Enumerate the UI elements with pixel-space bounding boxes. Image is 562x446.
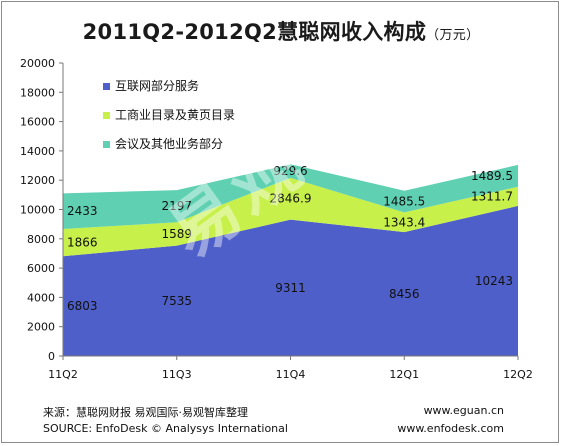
data-label: 1343.4 bbox=[383, 215, 425, 229]
y-tick-label: 16000 bbox=[20, 116, 55, 129]
chart-title: 2011Q2-2012Q2慧聪网收入构成（万元） bbox=[0, 16, 562, 46]
legend-swatch-1 bbox=[103, 83, 110, 90]
y-tick-label: 4000 bbox=[27, 291, 55, 304]
data-label: 929.6 bbox=[273, 164, 307, 178]
data-label: 1489.5 bbox=[471, 169, 513, 183]
legend-label-2: 工商业目录及黄页目录 bbox=[115, 107, 235, 122]
data-label: 1589 bbox=[161, 227, 192, 241]
source-en: SOURCE: EnfoDesk © Analysys Internationa… bbox=[43, 422, 288, 435]
legend-swatch-2 bbox=[103, 112, 110, 119]
data-label: 1485.5 bbox=[383, 195, 425, 209]
source-cn: 来源：慧聪网财报 易观国际·易观智库整理 bbox=[43, 406, 248, 419]
y-tick-label: 14000 bbox=[20, 145, 55, 158]
data-label: 1311.7 bbox=[471, 189, 513, 203]
area-series-3 bbox=[63, 164, 518, 229]
y-tick-label: 20000 bbox=[20, 57, 55, 70]
y-tick-label: 18000 bbox=[20, 86, 55, 99]
x-tick-label: 11Q3 bbox=[162, 368, 192, 381]
data-label: 7535 bbox=[161, 294, 192, 308]
x-tick-label: 12Q2 bbox=[503, 368, 533, 381]
x-tick-label: 12Q1 bbox=[389, 368, 419, 381]
x-tick-label: 11Q2 bbox=[48, 368, 78, 381]
data-label: 2433 bbox=[67, 204, 98, 218]
data-label: 2197 bbox=[161, 199, 192, 213]
y-tick-label: 0 bbox=[48, 350, 55, 363]
legend-label-1: 互联网部分服务 bbox=[115, 78, 199, 93]
area-series-1 bbox=[63, 205, 518, 356]
chart-unit: （万元） bbox=[426, 28, 480, 43]
data-label: 1866 bbox=[67, 236, 98, 250]
data-label: 8456 bbox=[389, 287, 420, 301]
y-tick-label: 8000 bbox=[27, 233, 55, 246]
url-eguan[interactable]: www.eguan.cn bbox=[423, 404, 504, 417]
data-label: 2846.9 bbox=[270, 192, 312, 206]
chart-title-text: 2011Q2-2012Q2慧聪网收入构成 bbox=[82, 20, 427, 44]
y-tick-label: 12000 bbox=[20, 174, 55, 187]
area-series-2 bbox=[63, 177, 518, 257]
url-enfodesk[interactable]: www.enfodesk.com bbox=[397, 422, 504, 435]
y-tick-label: 6000 bbox=[27, 262, 55, 275]
legend-label-3: 会议及其他业务部分 bbox=[115, 136, 223, 151]
y-tick-label: 10000 bbox=[20, 204, 55, 217]
legend-swatch-3 bbox=[103, 141, 110, 148]
data-label: 10243 bbox=[475, 274, 513, 288]
data-label: 6803 bbox=[67, 299, 98, 313]
x-tick-label: 11Q4 bbox=[276, 368, 306, 381]
data-label: 9311 bbox=[275, 281, 306, 295]
y-tick-label: 2000 bbox=[27, 321, 55, 334]
